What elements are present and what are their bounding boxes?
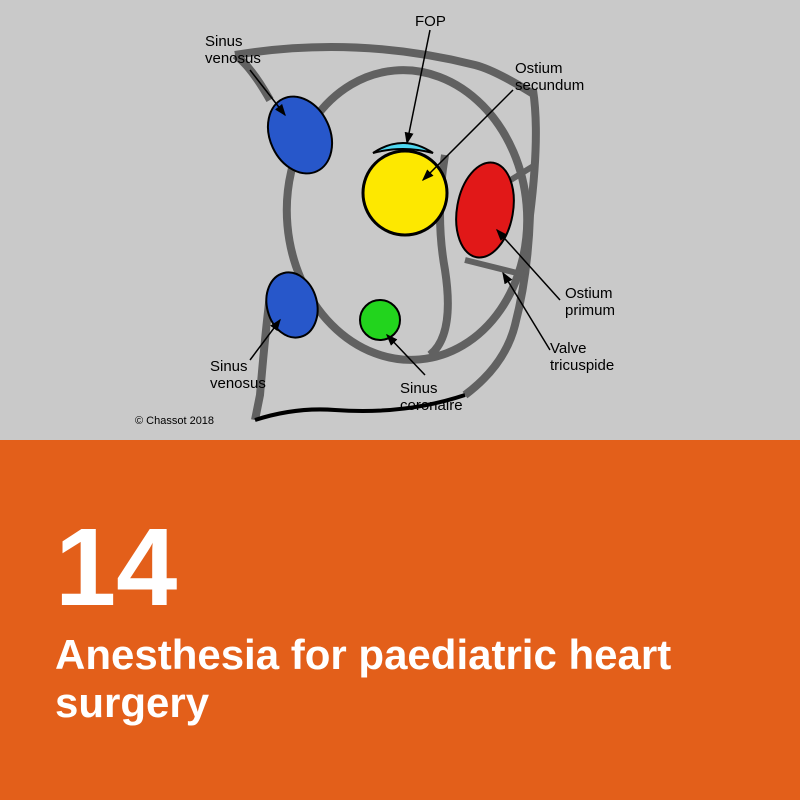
label-sinus-venosus-top: Sinusvenosus [205,33,261,68]
title-section: 14 Anesthesia for paediatric heart surge… [0,440,800,800]
label-ostium-secundum: Ostiumsecundum [515,60,584,95]
label-ostium-primum: Ostiumprimum [565,285,615,320]
diagram-copyright: © Chassot 2018 [135,415,214,427]
label-sinus-venosus-bottom: Sinusvenosus [210,358,266,393]
diagram-section: Sinusvenosus FOP Ostiumsecundum Ostiumpr… [0,0,800,440]
page-container: Sinusvenosus FOP Ostiumsecundum Ostiumpr… [0,0,800,800]
chapter-title: Anesthesia for paediatric heart surgery [55,631,745,728]
label-sinus-coronaire: Sinuscoronaire [400,380,463,415]
label-valve-tricuspide: Valvetricuspide [550,340,614,375]
chapter-number: 14 [55,513,745,623]
diagram-box: Sinusvenosus FOP Ostiumsecundum Ostiumpr… [135,15,665,435]
label-fop: FOP [415,13,446,30]
